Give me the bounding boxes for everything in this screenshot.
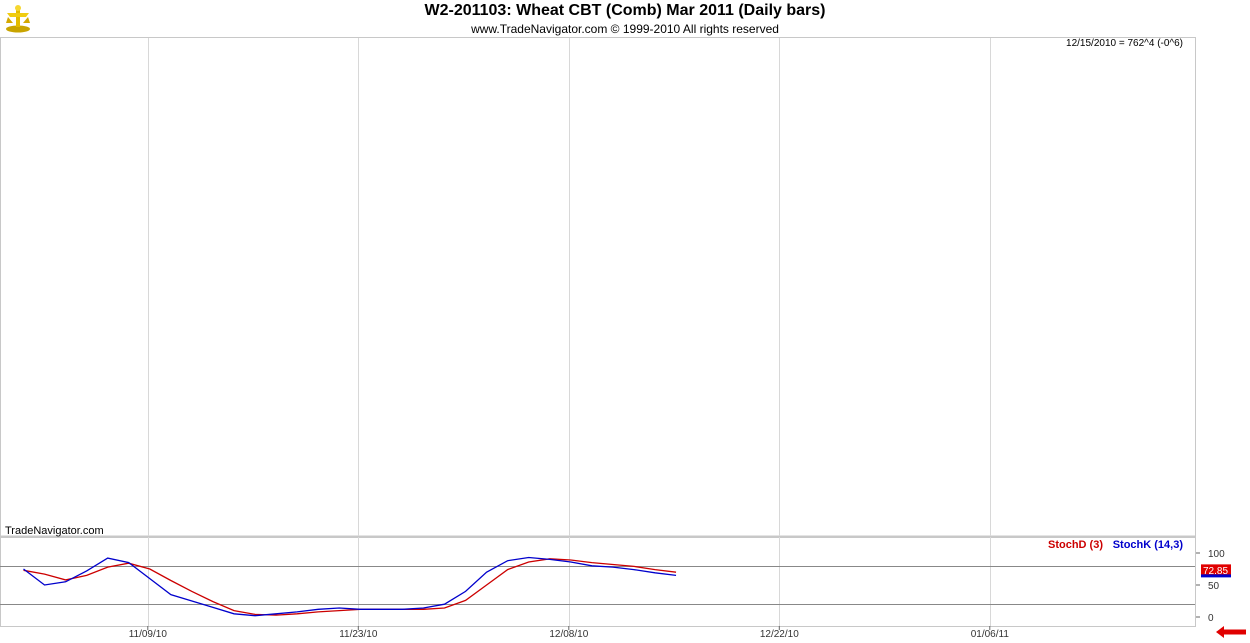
last-bar-info: 12/15/2010 = 762^4 (-0^6): [1066, 38, 1183, 49]
stoch-d-legend: StochD (3): [1048, 539, 1103, 551]
stoch-panel-frame: [0, 537, 1196, 627]
price-axis: 762^4: [1195, 37, 1196, 626]
stoch-k-legend: StochK (14,3): [1113, 539, 1184, 551]
grid-layer: [0, 37, 1196, 627]
date-tick-label: 11/23/10: [339, 629, 378, 640]
stoch-axis-label: 0: [1208, 613, 1214, 624]
trade-navigator-logo-icon: [4, 3, 32, 33]
chart-subtitle: www.TradeNavigator.com © 1999-2010 All r…: [471, 22, 779, 36]
stoch-value-label: 72.85: [1203, 566, 1228, 577]
chart-title: W2-201103: Wheat CBT (Comb) Mar 2011 (Da…: [424, 2, 826, 19]
price-bars: [0, 536, 1196, 537]
date-tick-label: 01/06/11: [971, 629, 1010, 640]
date-tick-label: 11/09/10: [129, 629, 168, 640]
stoch-value-tag: [1201, 564, 1231, 577]
stoch-d-line: [23, 558, 677, 616]
stochastic-panel: 0 50 100 72.85: [0, 549, 1231, 624]
stoch-axis-label: 100: [1208, 549, 1225, 560]
stoch-value-tag-k: [1201, 574, 1231, 578]
plot-bottom-edge: [0, 536, 1196, 537]
chart-header: W2-201103: Wheat CBT (Comb) Mar 2011 (Da…: [0, 0, 1250, 37]
date-axis: 11/09/10 11/23/10 12/08/10 12/22/10 01/06/11: [129, 626, 1010, 640]
stoch-axis-label: 50: [1208, 581, 1220, 592]
nav-arrow-icon[interactable]: [1212, 625, 1248, 639]
price-panel-frame: [0, 37, 1196, 537]
watermark: TradeNavigator.com: [5, 525, 104, 537]
stoch-k-line: [23, 556, 677, 617]
date-tick-label: 12/22/10: [760, 629, 799, 640]
date-tick-label: 12/08/10: [549, 629, 588, 640]
